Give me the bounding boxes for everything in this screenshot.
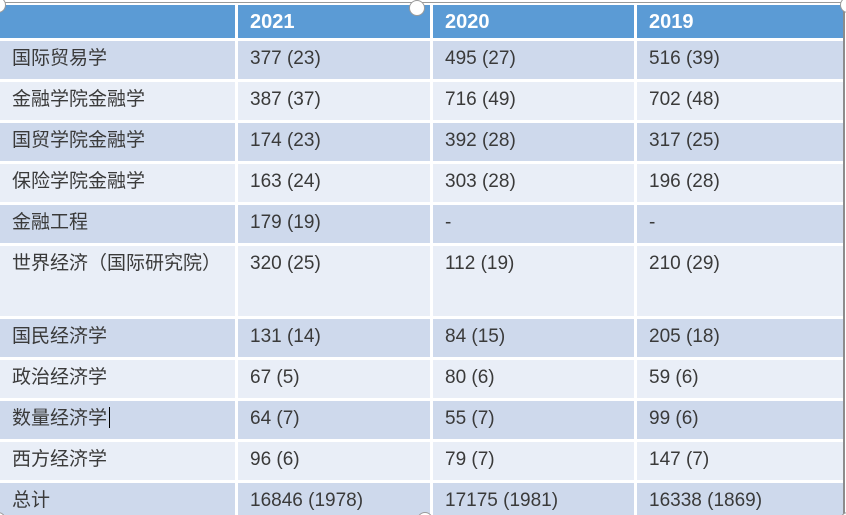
value-cell[interactable]: 716 (49) — [433, 82, 637, 123]
value-cell[interactable]: 80 (6) — [433, 360, 637, 401]
value-cell[interactable]: 387 (37) — [238, 82, 433, 123]
row-label-cell[interactable]: 国贸学院金融学 — [0, 123, 238, 164]
text-cursor — [109, 407, 111, 428]
row-label-cell[interactable]: 金融工程 — [0, 205, 238, 246]
value-cell[interactable]: 112 (19) — [433, 246, 637, 319]
table-row: 世界经济（国际研究院） 320 (25) 112 (19) 210 (29) — [0, 246, 843, 319]
table-row: 金融工程 179 (19) - - — [0, 205, 843, 246]
header-cell-2020[interactable]: 2020 — [433, 5, 637, 41]
row-label-cell[interactable]: 世界经济（国际研究院） — [0, 246, 238, 319]
row-label-text: 数量经济学 — [12, 408, 108, 429]
value-cell[interactable]: 320 (25) — [238, 246, 433, 319]
value-cell[interactable]: 17175 (1981) — [433, 483, 637, 515]
table-row: 西方经济学 96 (6) 79 (7) 147 (7) — [0, 442, 843, 483]
selection-border-right — [843, 2, 845, 515]
value-cell[interactable]: 702 (48) — [637, 82, 843, 123]
header-cell-blank[interactable] — [0, 5, 238, 41]
table-row-total: 总计 16846 (1978) 17175 (1981) 16338 (1869… — [0, 483, 843, 515]
value-cell[interactable]: 196 (28) — [637, 164, 843, 205]
value-cell[interactable]: 392 (28) — [433, 123, 637, 164]
value-cell[interactable]: 163 (24) — [238, 164, 433, 205]
value-cell[interactable]: 16338 (1869) — [637, 483, 843, 515]
value-cell[interactable]: 205 (18) — [637, 319, 843, 360]
table-row: 数量经济学 64 (7) 55 (7) 99 (6) — [0, 401, 843, 442]
row-label-cell[interactable]: 政治经济学 — [0, 360, 238, 401]
value-cell[interactable]: 147 (7) — [637, 442, 843, 483]
header-cell-2021[interactable]: 2021 — [238, 5, 433, 41]
table-row: 国民经济学 131 (14) 84 (15) 205 (18) — [0, 319, 843, 360]
value-cell[interactable]: 516 (39) — [637, 41, 843, 82]
value-cell[interactable]: 303 (28) — [433, 164, 637, 205]
value-cell[interactable]: - — [433, 205, 637, 246]
table-row: 金融学院金融学 387 (37) 716 (49) 702 (48) — [0, 82, 843, 123]
table-row: 国贸学院金融学 174 (23) 392 (28) 317 (25) — [0, 123, 843, 164]
data-table[interactable]: 2021 2020 2019 国际贸易学 377 (23) 495 (27) 5… — [0, 5, 843, 515]
row-label-cell[interactable]: 保险学院金融学 — [0, 164, 238, 205]
value-cell[interactable]: 59 (6) — [637, 360, 843, 401]
value-cell[interactable]: 495 (27) — [433, 41, 637, 82]
value-cell[interactable]: 131 (14) — [238, 319, 433, 360]
value-cell[interactable]: 99 (6) — [637, 401, 843, 442]
table-row: 政治经济学 67 (5) 80 (6) 59 (6) — [0, 360, 843, 401]
value-cell[interactable]: 377 (23) — [238, 41, 433, 82]
header-row: 2021 2020 2019 — [0, 5, 843, 41]
resize-handle-top-center[interactable] — [409, 0, 425, 16]
row-label-cell[interactable]: 总计 — [0, 483, 238, 515]
value-cell[interactable]: 96 (6) — [238, 442, 433, 483]
table-row: 保险学院金融学 163 (24) 303 (28) 196 (28) — [0, 164, 843, 205]
table-row: 国际贸易学 377 (23) 495 (27) 516 (39) — [0, 41, 843, 82]
row-label-cell[interactable]: 金融学院金融学 — [0, 82, 238, 123]
row-label-cell[interactable]: 数量经济学 — [0, 401, 238, 442]
row-label-cell[interactable]: 西方经济学 — [0, 442, 238, 483]
value-cell[interactable]: 317 (25) — [637, 123, 843, 164]
row-label-cell[interactable]: 国民经济学 — [0, 319, 238, 360]
value-cell[interactable]: - — [637, 205, 843, 246]
value-cell[interactable]: 79 (7) — [433, 442, 637, 483]
value-cell[interactable]: 174 (23) — [238, 123, 433, 164]
value-cell[interactable]: 67 (5) — [238, 360, 433, 401]
value-cell[interactable]: 210 (29) — [637, 246, 843, 319]
value-cell[interactable]: 16846 (1978) — [238, 483, 433, 515]
value-cell[interactable]: 179 (19) — [238, 205, 433, 246]
row-label-cell[interactable]: 国际贸易学 — [0, 41, 238, 82]
header-cell-2019[interactable]: 2019 — [637, 5, 843, 41]
value-cell[interactable]: 55 (7) — [433, 401, 637, 442]
value-cell[interactable]: 64 (7) — [238, 401, 433, 442]
value-cell[interactable]: 84 (15) — [433, 319, 637, 360]
